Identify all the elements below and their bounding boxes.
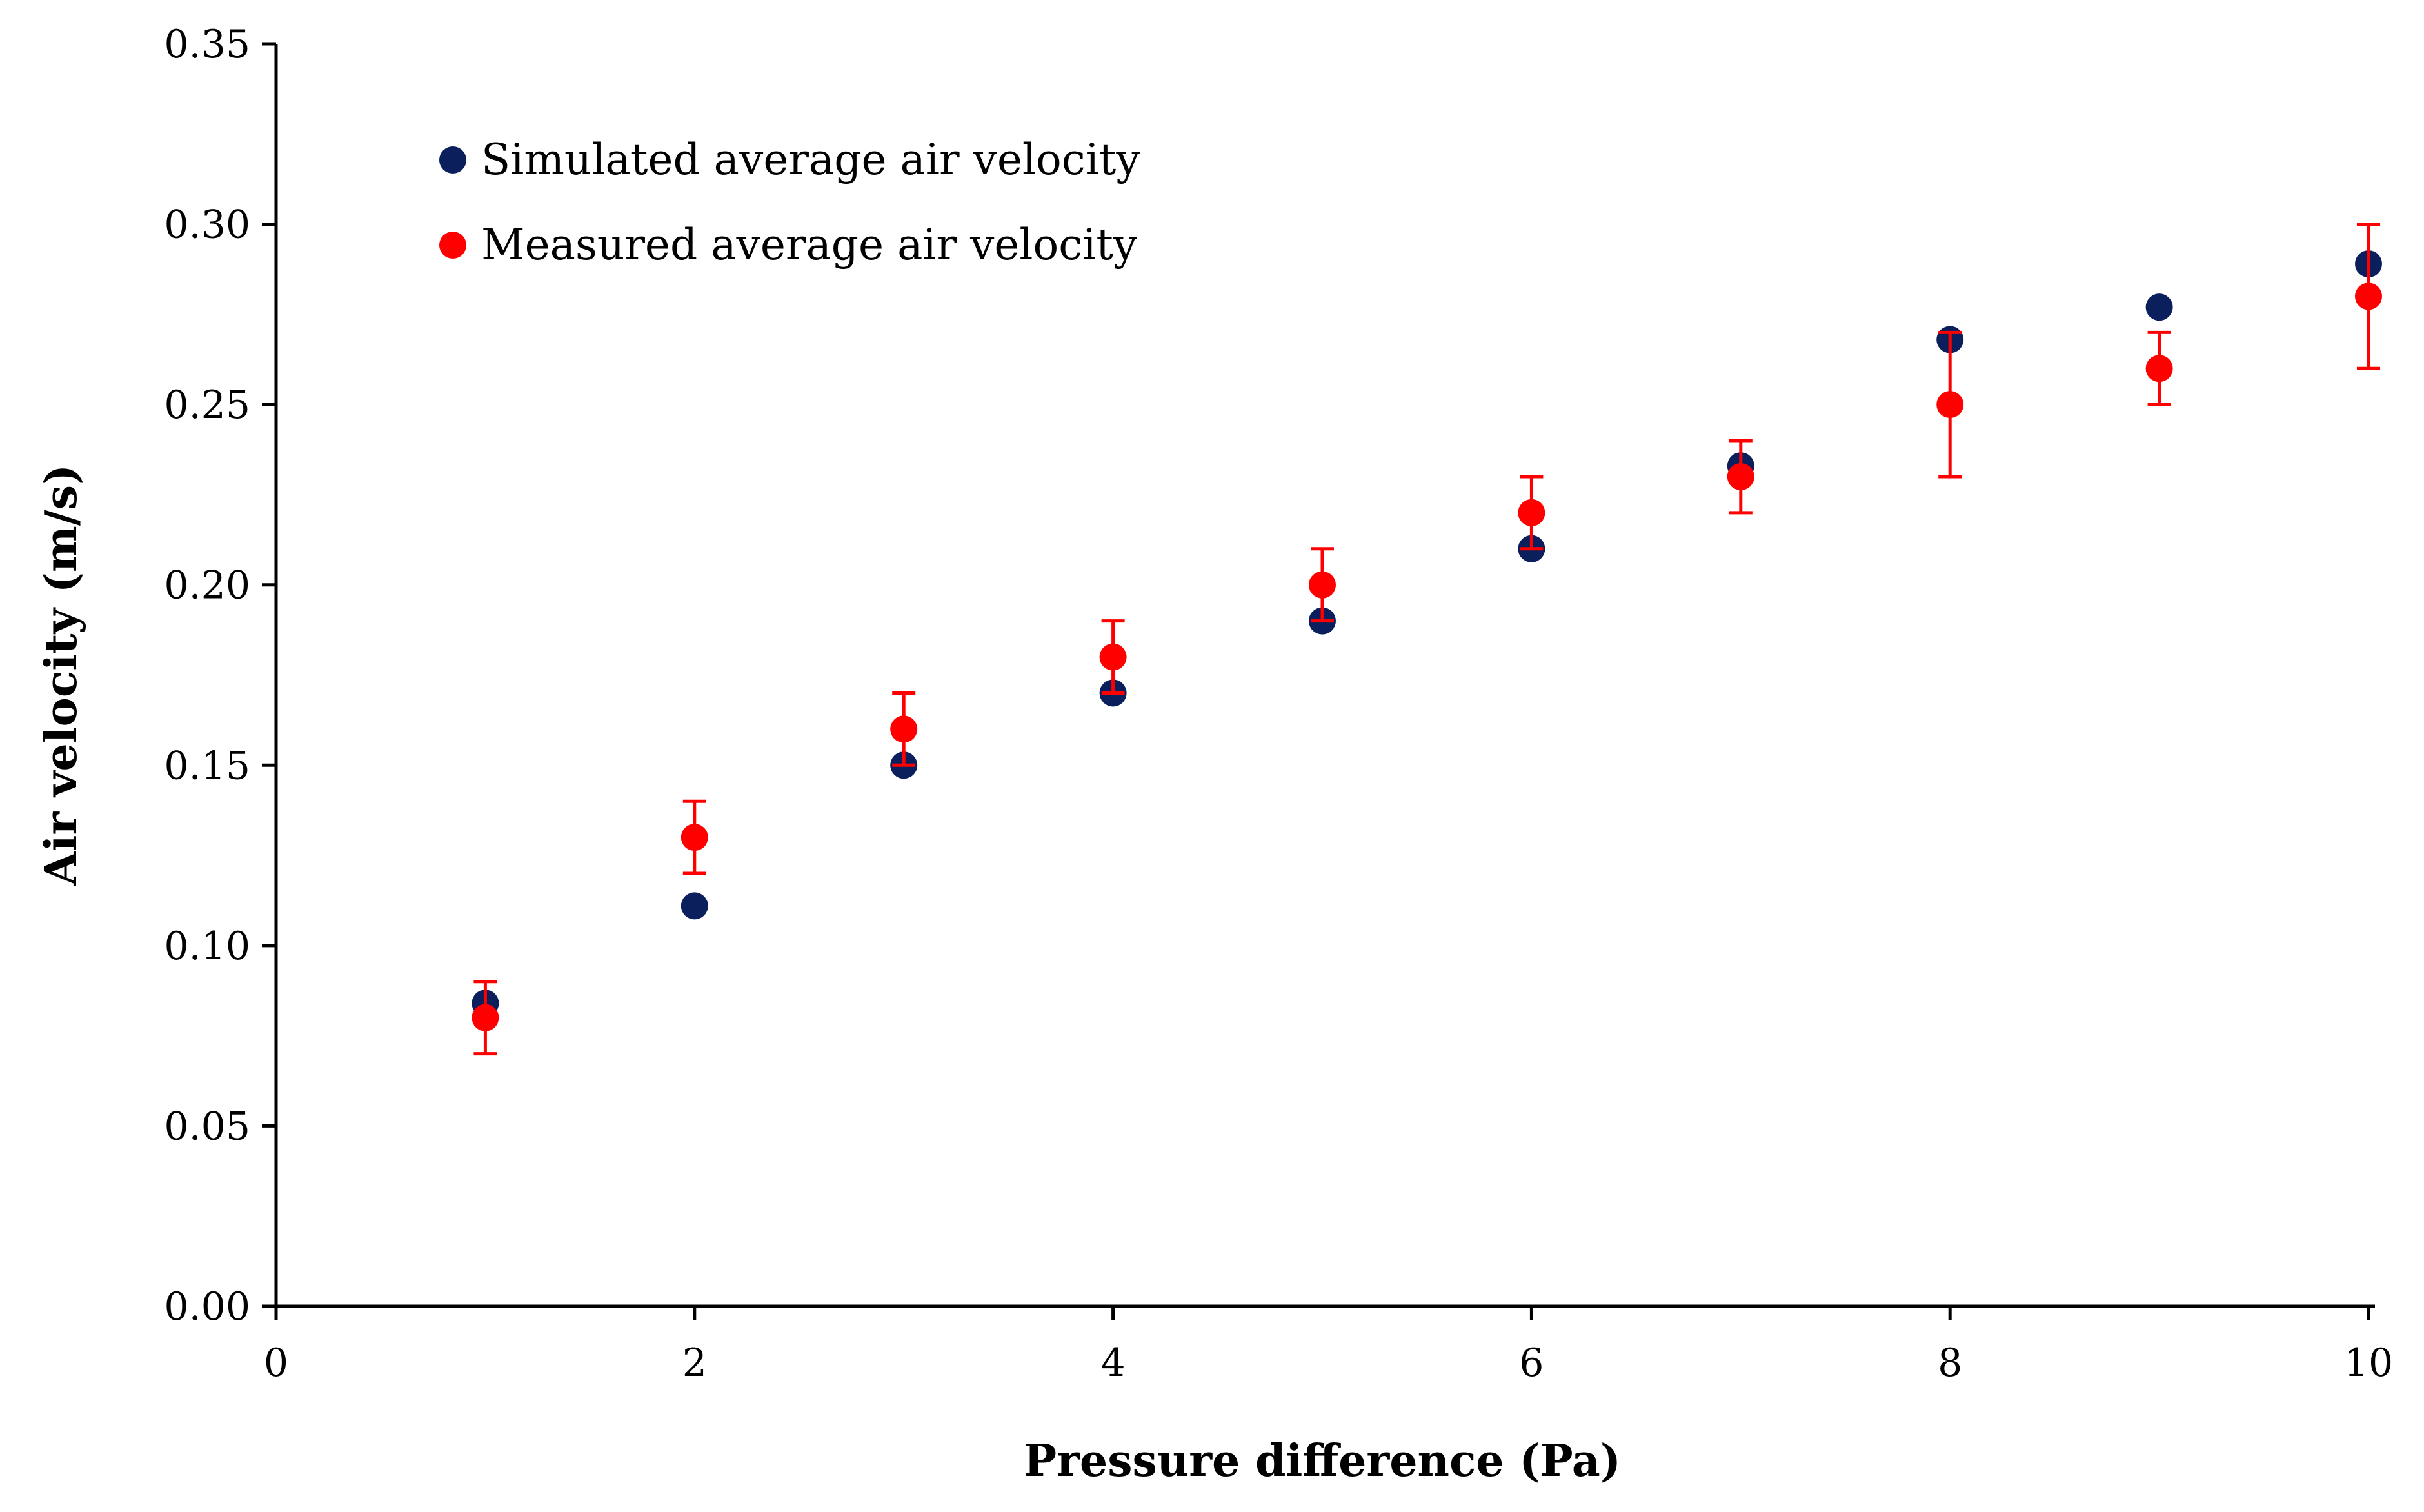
simulated-point <box>2145 293 2173 321</box>
legend-label: Simulated average air velocity <box>481 135 1140 184</box>
measured-point <box>2145 355 2173 383</box>
y-tick-label: 0.20 <box>164 563 250 608</box>
y-tick-label: 0.15 <box>164 743 250 788</box>
y-tick-label: 0.30 <box>164 203 250 248</box>
measured-point <box>890 715 918 743</box>
axes <box>274 44 2375 1308</box>
legend-marker <box>439 146 466 174</box>
measured-point <box>1309 571 1336 599</box>
y-tick-label: 0.25 <box>164 383 250 428</box>
x-axis-title: Pressure difference (Pa) <box>1024 1435 1621 1487</box>
y-tick-label: 0.00 <box>164 1284 250 1329</box>
y-axis-ticks: 0.00 0.05 0.10 0.15 0.20 0.25 0.30 0.35 <box>164 22 276 1329</box>
data-marks <box>472 223 2382 1056</box>
y-tick-label: 0.10 <box>164 924 250 969</box>
measured-point <box>2355 283 2382 310</box>
x-tick-label: 4 <box>1101 1340 1126 1386</box>
x-tick-label: 6 <box>1519 1340 1544 1386</box>
legend-label: Measured average air velocity <box>481 220 1138 270</box>
simulated-point <box>681 892 708 920</box>
y-tick-label: 0.35 <box>164 22 250 67</box>
x-tick-label: 2 <box>682 1340 707 1386</box>
legend-marker <box>439 232 466 259</box>
x-tick-label: 0 <box>264 1340 288 1386</box>
x-axis-ticks: 0 2 4 6 8 10 <box>264 1306 2393 1386</box>
measured-point <box>1518 499 1545 526</box>
legend: Simulated average air velocity Measured a… <box>439 135 1140 270</box>
x-tick-label: 10 <box>2344 1340 2393 1386</box>
measured-point <box>1727 463 1754 490</box>
measured-point <box>472 1004 499 1031</box>
measured-point <box>1936 391 1964 419</box>
measured-point <box>1099 643 1127 671</box>
measured-point <box>681 824 708 851</box>
x-tick-label: 8 <box>1938 1340 1962 1386</box>
y-axis-title: Air velocity (m/s) <box>35 464 87 886</box>
y-tick-label: 0.05 <box>164 1104 250 1149</box>
